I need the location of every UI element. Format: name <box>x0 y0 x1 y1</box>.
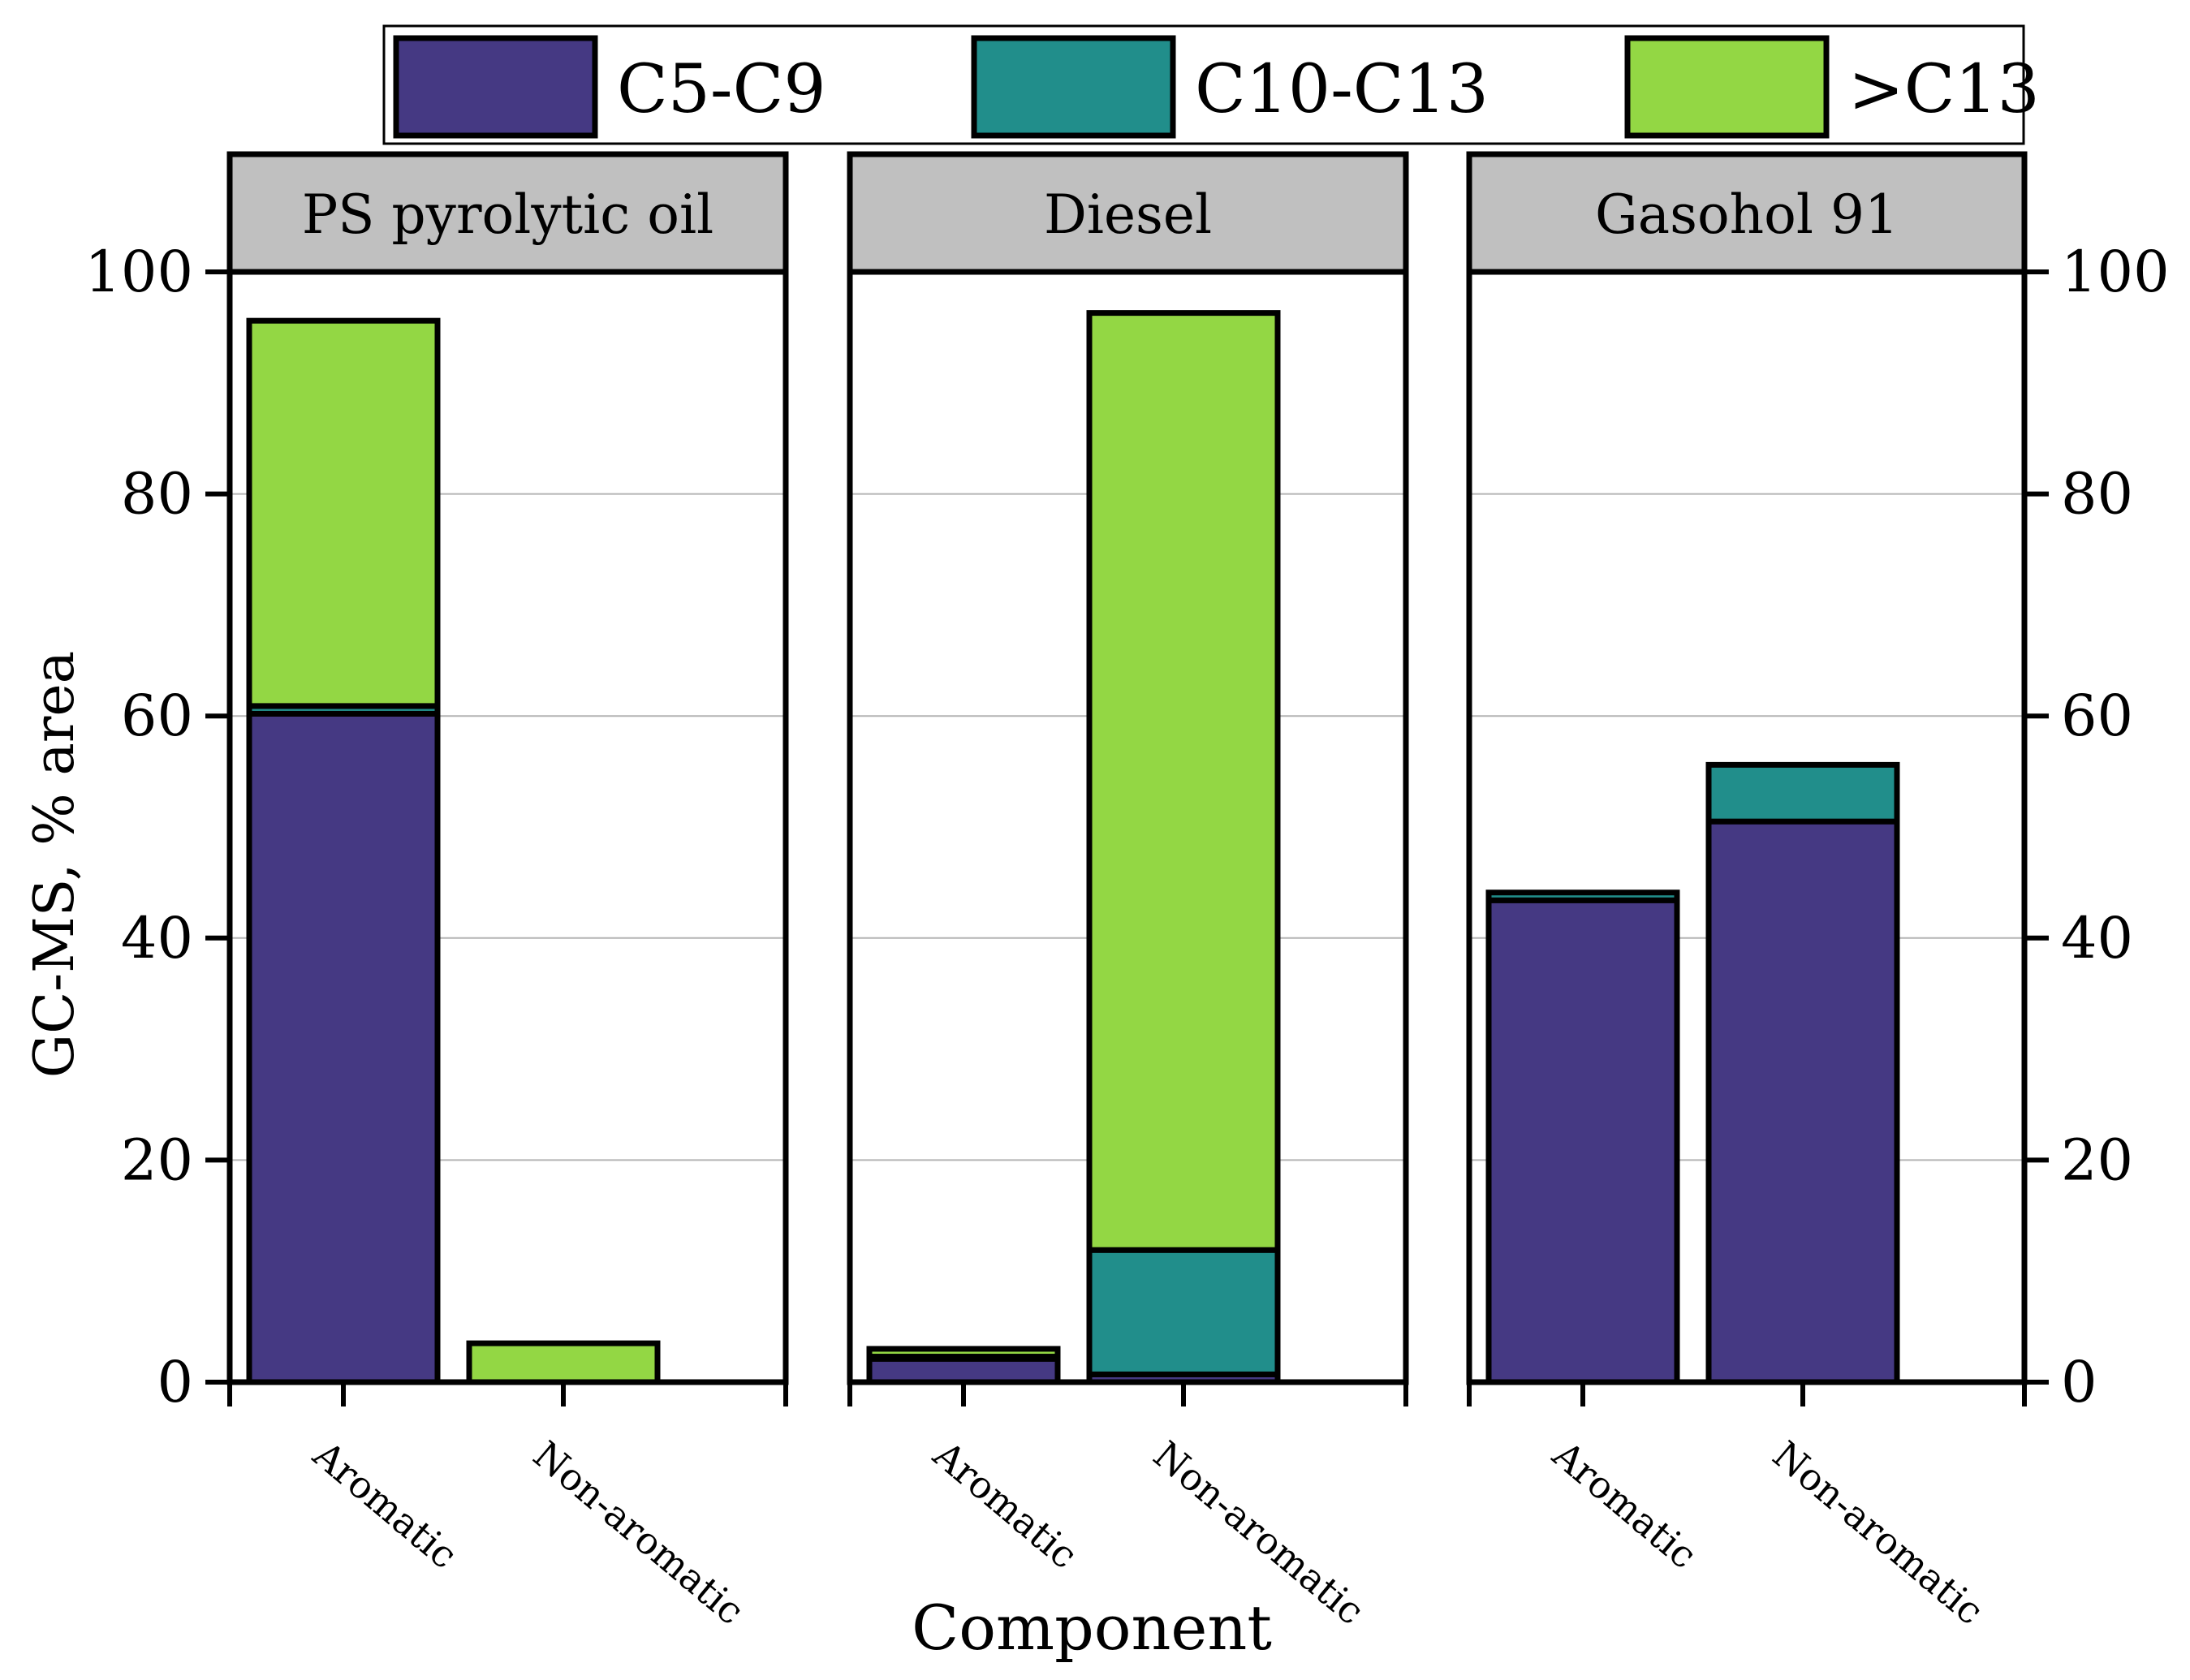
y-tick-label-left: 40 <box>121 905 193 971</box>
legend-swatch <box>971 35 1176 139</box>
panel-strip <box>226 151 789 275</box>
legend-swatch <box>393 35 598 139</box>
panel-title: PS pyrolytic oil <box>302 183 713 246</box>
bar-segment <box>246 317 441 709</box>
bar-segment <box>1086 310 1281 1253</box>
y-tick-label-left: 100 <box>84 239 193 305</box>
y-tick-label-right: 0 <box>2061 1349 2097 1415</box>
legend-label: C10-C13 <box>1195 51 1489 128</box>
bar-segment <box>246 710 441 1385</box>
y-tick-label-right: 60 <box>2061 683 2133 749</box>
x-axis-label: Component <box>912 1592 1272 1664</box>
bars <box>246 310 1900 1385</box>
y-tick-label-left: 20 <box>121 1126 193 1193</box>
y-tick-label-right: 40 <box>2061 905 2133 971</box>
y-tick-label-left: 0 <box>157 1349 193 1415</box>
panel-frames: PS pyrolytic oil Diesel Gasohol 91 <box>226 151 2028 1385</box>
bar-segment <box>1485 897 1680 1385</box>
y-axis-label: GC-MS, % area <box>23 651 87 1078</box>
bar-segment <box>1086 1247 1281 1377</box>
y-tick-label-left: 80 <box>121 461 193 528</box>
legend-label: C5-C9 <box>617 51 826 128</box>
bar-segment <box>866 1355 1061 1385</box>
x-tick-label: Aromatic <box>925 1432 1086 1577</box>
y-tick-label-left: 60 <box>121 683 193 749</box>
legend-label: >C13 <box>1848 51 2040 128</box>
panel-strip <box>1466 151 2028 275</box>
x-tick-label: Aromatic <box>304 1432 466 1577</box>
panel-strip <box>847 151 1409 275</box>
x-tick-label: Non-aromatic <box>525 1432 752 1633</box>
bar-segment <box>1485 890 1680 903</box>
y-tick-label-right: 20 <box>2061 1126 2133 1193</box>
bar-segment <box>866 1346 1061 1360</box>
legend-swatch <box>1624 35 1830 139</box>
x-tick-label: Aromatic <box>1544 1432 1705 1577</box>
y-tick-label-right: 100 <box>2061 239 2170 305</box>
bar-segment <box>1705 761 1900 825</box>
y-tick-label-right: 80 <box>2061 461 2133 528</box>
panel-title: Diesel <box>1044 183 1212 246</box>
x-tick-label: Non-aromatic <box>1765 1432 1992 1633</box>
bar-segment <box>1705 818 1900 1385</box>
legend: C5-C9 C10-C13 >C13 <box>382 24 2040 145</box>
bar-segment <box>466 1340 661 1385</box>
panel-title: Gasohol 91 <box>1595 183 1899 246</box>
